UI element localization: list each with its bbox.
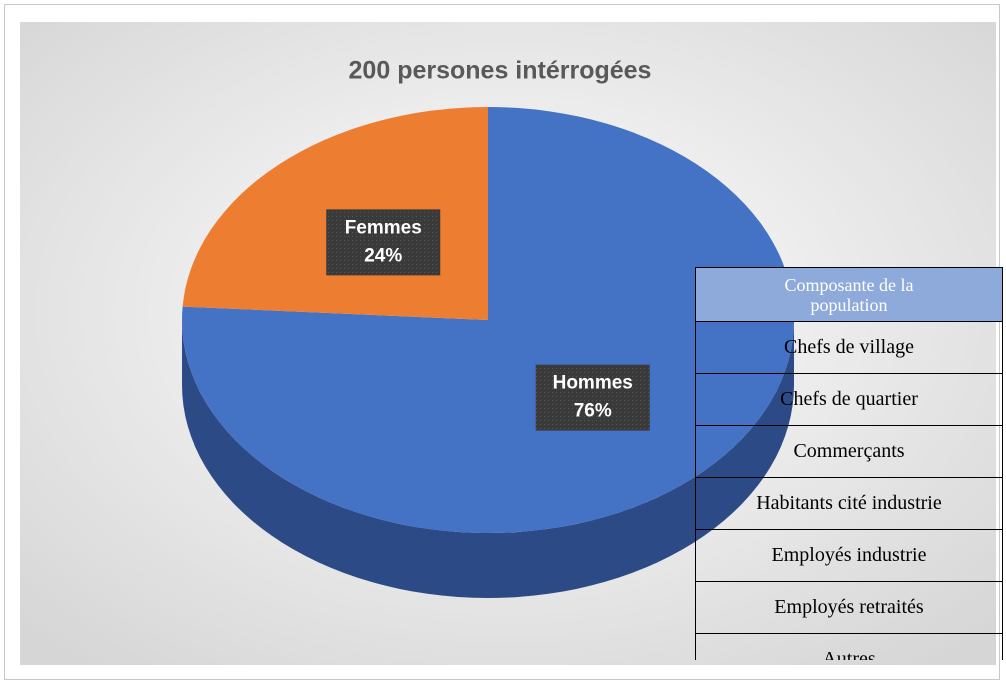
table-cell: Chefs de village	[695, 322, 1003, 374]
chart-title: 200 persones intérrogées	[349, 57, 652, 85]
table-cell: Autres	[695, 634, 1003, 660]
data-label-name: Femmes	[345, 217, 422, 238]
table-cell: Habitants cité industrie	[695, 478, 1003, 530]
table-cell: Commerçants	[695, 426, 1003, 478]
data-label-value: 76%	[574, 401, 612, 422]
pie-side	[182, 320, 794, 598]
table-cell: Employés retraités	[695, 582, 1003, 634]
table-header: Composante de la population	[695, 267, 1003, 322]
data-label-box	[535, 364, 650, 431]
pie: Hommes 76% Femmes 24%	[182, 107, 795, 598]
table-cell: Employés industrie	[695, 530, 1003, 582]
frame	[4, 4, 1000, 680]
table: Composante de la population Chefs de vill…	[695, 267, 1003, 660]
data-label-name: Hommes	[553, 373, 633, 394]
table-cell: Chefs de quartier	[695, 374, 1003, 426]
data-label-value: 24%	[364, 245, 402, 266]
data-label-box	[326, 209, 441, 276]
